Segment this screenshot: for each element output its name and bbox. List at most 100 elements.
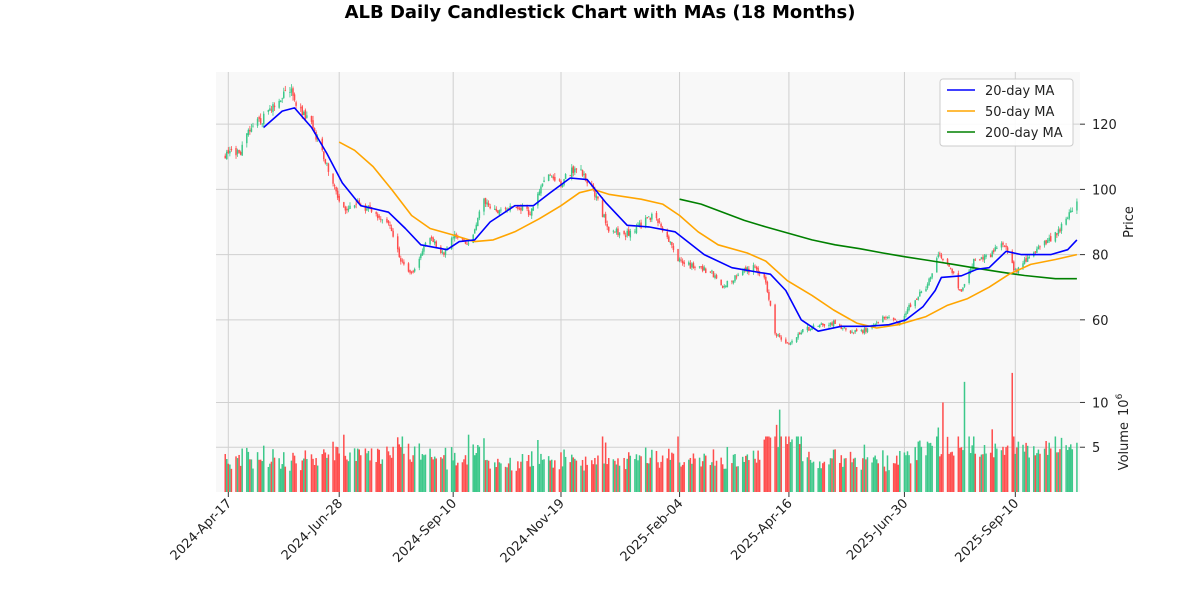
volume-bar	[754, 458, 756, 492]
date-tick-label: 2024-Apr-17	[168, 496, 235, 563]
candle-body	[580, 168, 582, 170]
volume-bar	[658, 467, 661, 492]
volume-bar	[338, 453, 340, 492]
volume-bar	[865, 459, 867, 492]
candle-body	[606, 223, 608, 227]
candle-body	[849, 330, 852, 333]
candle-body	[575, 168, 578, 170]
volume-tick-label: 5	[1092, 441, 1100, 456]
volume-bar	[560, 452, 562, 492]
volume-bar	[443, 455, 445, 492]
volume-bar	[487, 460, 490, 492]
candle-body	[413, 269, 416, 272]
volume-bar	[495, 467, 498, 492]
volume-bar	[581, 459, 584, 492]
volume-bar	[564, 456, 567, 492]
volume-bar	[310, 454, 313, 492]
candle-body	[754, 266, 756, 268]
volume-bar	[569, 462, 571, 492]
candle-body	[1039, 246, 1041, 248]
candle-body	[441, 251, 444, 253]
volume-bar	[1022, 444, 1024, 492]
volume-bar	[497, 458, 499, 492]
volume-bar	[607, 457, 610, 492]
candle-body	[979, 259, 981, 261]
candle-body	[1076, 201, 1078, 211]
volume-bar	[472, 444, 474, 492]
candle-body	[635, 226, 638, 233]
volume-bar	[855, 466, 858, 492]
volume-bar	[538, 463, 541, 492]
volume-bar	[823, 461, 826, 492]
candle-body	[1045, 240, 1047, 244]
volume-bar	[473, 455, 476, 492]
candle-body	[1049, 236, 1052, 242]
volume-bar	[672, 453, 675, 492]
volume-bar	[1066, 449, 1069, 492]
volume-bar	[509, 457, 511, 492]
candle-body	[409, 270, 411, 273]
volume-bar	[701, 461, 704, 492]
volume-bar	[347, 461, 350, 492]
candle-body	[937, 254, 940, 257]
candle-body	[273, 105, 276, 108]
candle-body	[888, 317, 890, 318]
candle-body	[786, 342, 789, 344]
volume-bar	[894, 463, 896, 492]
candle-body	[452, 237, 454, 239]
candle-body	[892, 317, 895, 320]
volume-bar	[312, 458, 314, 492]
candle-body	[518, 208, 521, 210]
candle-body	[1070, 210, 1072, 213]
volume-bar	[344, 455, 347, 492]
volume-bar	[899, 450, 901, 492]
candle-body	[299, 107, 302, 109]
volume-bar	[769, 437, 772, 492]
volume-bar	[1037, 449, 1040, 492]
candle-body	[854, 330, 856, 333]
volume-bar	[335, 446, 337, 492]
candle-body	[324, 159, 327, 164]
candle-body	[763, 272, 766, 278]
candle-body	[994, 247, 997, 251]
candle-body	[433, 241, 436, 244]
volume-bar	[290, 460, 293, 492]
candle-body	[290, 88, 293, 93]
candle-body	[595, 195, 598, 199]
candle-body	[1026, 257, 1029, 262]
volume-bar	[461, 462, 464, 492]
volume-bar	[418, 443, 421, 492]
volume-bar	[691, 463, 693, 492]
volume-bar	[929, 442, 932, 492]
volume-bar	[435, 458, 437, 492]
candle-body	[401, 260, 404, 262]
volume-bar	[389, 455, 391, 492]
volume-bar	[238, 454, 240, 492]
candle-body	[346, 208, 348, 211]
volume-bar	[617, 458, 619, 492]
volume-bar	[423, 455, 425, 492]
candle-body	[421, 251, 424, 256]
volume-bar	[838, 462, 841, 492]
volume-bar	[680, 466, 682, 492]
candle-body	[894, 319, 896, 321]
volume-bar	[420, 459, 422, 492]
volume-bar	[951, 451, 953, 492]
volume-bar	[851, 462, 853, 492]
legend-label-ma20: 20-day MA	[985, 84, 1054, 99]
volume-bar	[795, 436, 798, 492]
candle-body	[906, 309, 909, 314]
candle-body	[293, 94, 296, 101]
volume-bar	[343, 434, 345, 492]
candle-body	[637, 224, 639, 226]
volume-bar	[979, 456, 981, 492]
candle-body	[714, 275, 716, 278]
candle-body	[364, 205, 367, 211]
volume-bar	[629, 455, 632, 492]
candle-body	[604, 213, 607, 224]
candle-body	[332, 173, 334, 184]
volume-bar	[649, 457, 652, 492]
candle-body	[818, 324, 821, 327]
volume-bar	[1054, 436, 1057, 492]
candle-body	[1011, 251, 1013, 263]
